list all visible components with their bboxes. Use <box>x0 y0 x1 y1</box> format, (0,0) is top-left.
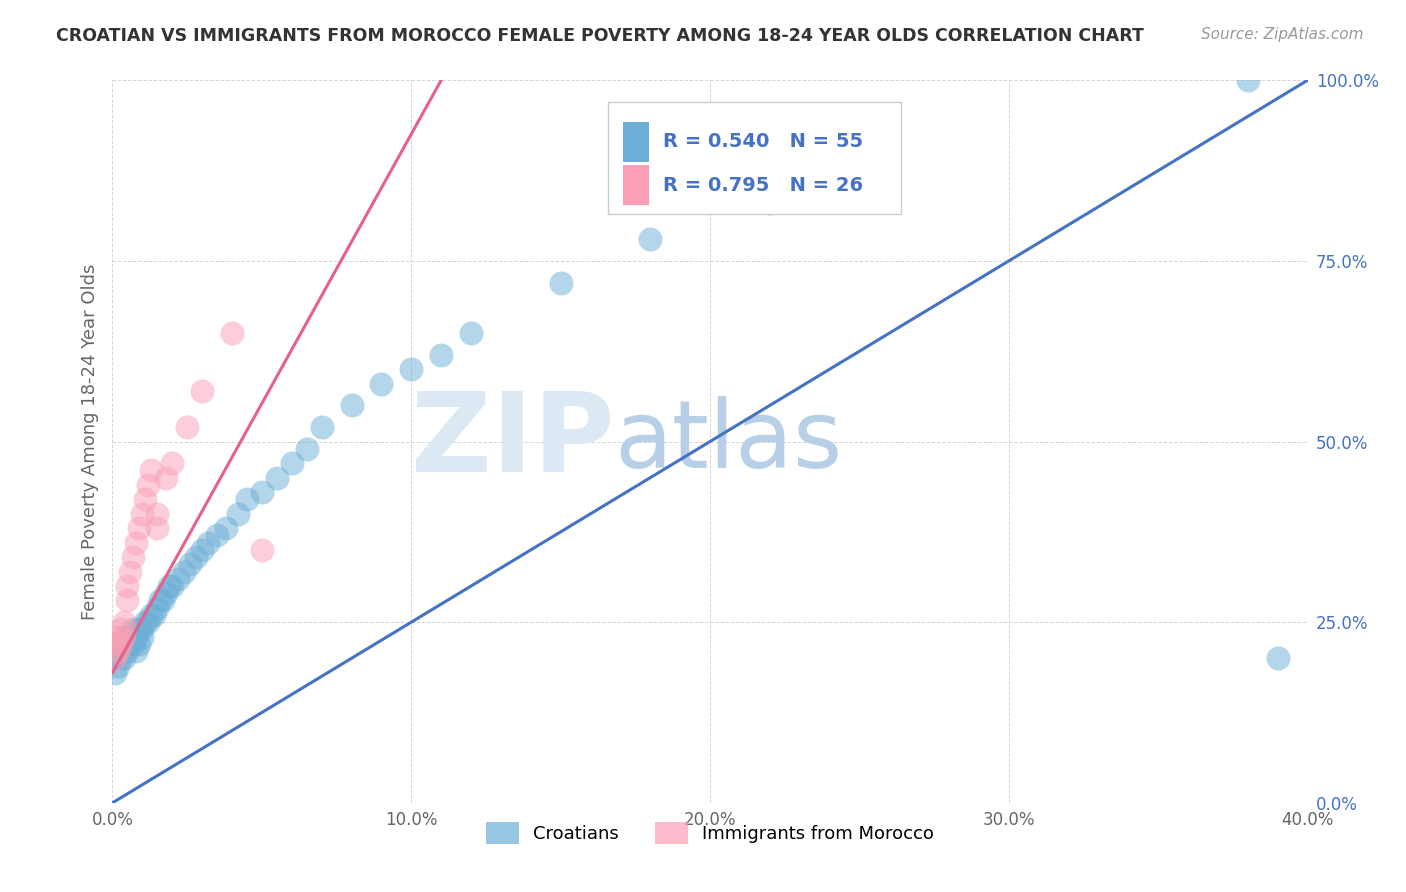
Point <box>122 550 145 565</box>
Point <box>162 579 183 593</box>
Point <box>131 623 153 637</box>
Point <box>114 651 135 665</box>
Point <box>236 492 259 507</box>
Point <box>155 586 177 600</box>
Point <box>110 651 132 665</box>
Point <box>141 463 163 477</box>
Point <box>125 535 148 549</box>
Point <box>167 572 190 586</box>
Point <box>221 326 243 340</box>
Point <box>149 593 172 607</box>
Point <box>281 456 304 470</box>
Point <box>191 542 214 557</box>
Point <box>117 593 139 607</box>
Point <box>370 376 392 391</box>
Point <box>134 615 156 630</box>
Point <box>125 644 148 658</box>
Point <box>152 593 174 607</box>
Point <box>128 623 150 637</box>
Point <box>104 651 127 665</box>
Bar <box>623 122 650 161</box>
Point <box>131 507 153 521</box>
Point <box>1237 73 1260 87</box>
Point <box>157 579 180 593</box>
Point <box>128 637 150 651</box>
FancyBboxPatch shape <box>609 102 901 214</box>
Point <box>104 665 127 680</box>
Point <box>143 607 166 622</box>
Point <box>146 600 169 615</box>
Legend: Croatians, Immigrants from Morocco: Croatians, Immigrants from Morocco <box>479 815 941 852</box>
Point <box>138 478 160 492</box>
Point <box>176 420 198 434</box>
Point <box>640 232 662 246</box>
Point <box>197 535 219 549</box>
Point <box>117 579 139 593</box>
Text: CROATIAN VS IMMIGRANTS FROM MOROCCO FEMALE POVERTY AMONG 18-24 YEAR OLDS CORRELA: CROATIAN VS IMMIGRANTS FROM MOROCCO FEMA… <box>56 27 1144 45</box>
Point <box>146 507 169 521</box>
Point <box>162 456 183 470</box>
Point <box>550 276 572 290</box>
Point <box>179 558 201 572</box>
Point <box>131 630 153 644</box>
Point <box>340 398 363 412</box>
Point <box>107 644 129 658</box>
Text: Source: ZipAtlas.com: Source: ZipAtlas.com <box>1201 27 1364 42</box>
Point <box>138 615 160 630</box>
Point <box>114 630 135 644</box>
Point <box>295 442 318 456</box>
Point <box>122 637 145 651</box>
Point <box>104 637 127 651</box>
Point <box>117 644 139 658</box>
Point <box>186 550 208 565</box>
Point <box>460 326 482 340</box>
Point <box>107 644 129 658</box>
Point <box>120 637 142 651</box>
Point <box>120 565 142 579</box>
Point <box>226 507 249 521</box>
Point <box>215 521 238 535</box>
Point <box>114 615 135 630</box>
Point <box>120 630 142 644</box>
Point <box>205 528 228 542</box>
Point <box>430 348 453 362</box>
Point <box>759 196 782 211</box>
Point <box>110 637 132 651</box>
Point <box>125 630 148 644</box>
Text: R = 0.795   N = 26: R = 0.795 N = 26 <box>664 176 863 194</box>
Point <box>114 630 135 644</box>
Bar <box>623 165 650 205</box>
Point <box>266 470 288 484</box>
Point <box>155 470 177 484</box>
Point <box>104 651 127 665</box>
Text: atlas: atlas <box>614 395 842 488</box>
Point <box>173 565 195 579</box>
Point <box>107 658 129 673</box>
Point <box>110 637 132 651</box>
Point <box>146 521 169 535</box>
Point <box>128 521 150 535</box>
Point <box>250 542 273 557</box>
Point <box>191 384 214 398</box>
Point <box>1267 651 1289 665</box>
Point <box>122 623 145 637</box>
Point <box>141 607 163 622</box>
Point <box>117 637 139 651</box>
Point <box>311 420 333 434</box>
Point <box>401 362 423 376</box>
Y-axis label: Female Poverty Among 18-24 Year Olds: Female Poverty Among 18-24 Year Olds <box>80 263 98 620</box>
Point <box>250 485 273 500</box>
Point <box>107 630 129 644</box>
Point <box>110 623 132 637</box>
Text: ZIP: ZIP <box>411 388 614 495</box>
Point <box>134 492 156 507</box>
Text: R = 0.540   N = 55: R = 0.540 N = 55 <box>664 132 863 152</box>
